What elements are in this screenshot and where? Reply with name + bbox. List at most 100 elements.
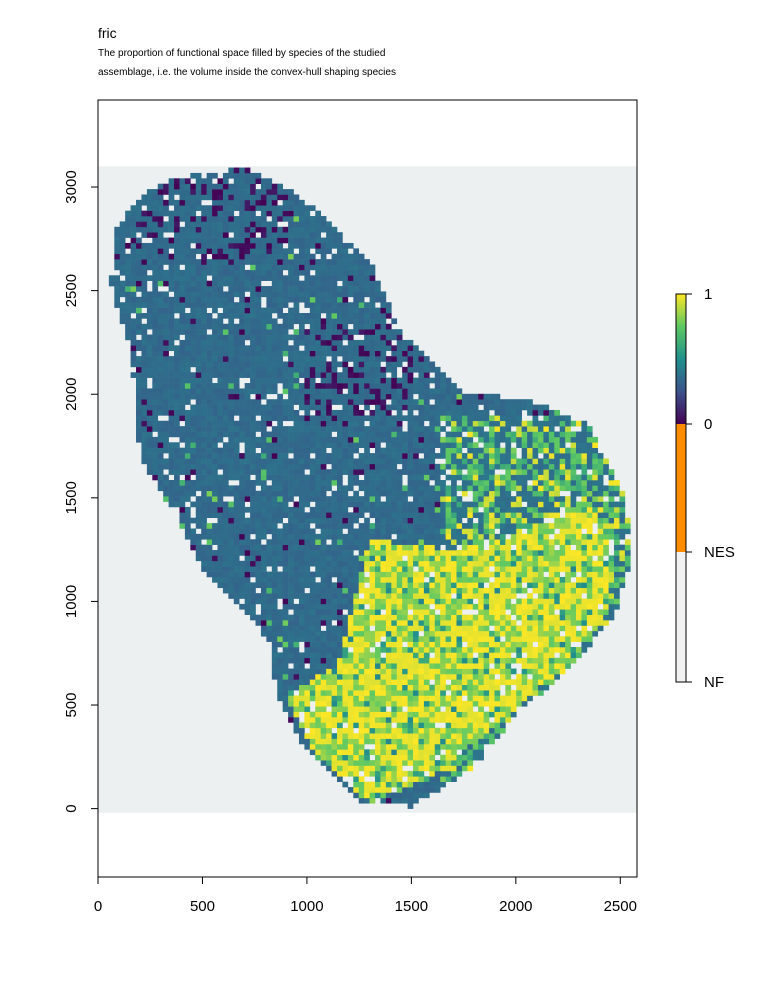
raster-cell bbox=[163, 275, 169, 281]
raster-cell bbox=[239, 593, 245, 599]
raster-cell bbox=[146, 469, 153, 475]
raster-cell bbox=[304, 490, 311, 497]
raster-cell bbox=[407, 722, 414, 729]
raster-cell bbox=[266, 323, 273, 330]
raster-cell bbox=[445, 636, 452, 642]
raster-cell bbox=[201, 544, 207, 551]
raster-cell bbox=[174, 334, 180, 341]
raster-cell bbox=[206, 523, 213, 529]
raster-cell bbox=[331, 760, 338, 766]
raster-cell bbox=[380, 776, 387, 782]
raster-cell bbox=[250, 431, 256, 438]
raster-cell bbox=[331, 722, 338, 729]
raster-cell bbox=[157, 356, 164, 362]
raster-cell bbox=[206, 463, 213, 470]
raster-cell bbox=[347, 641, 354, 648]
raster-cell bbox=[423, 560, 430, 567]
raster-cell bbox=[298, 366, 305, 373]
raster-cell bbox=[184, 345, 191, 352]
raster-cell bbox=[434, 539, 441, 545]
raster-cell bbox=[288, 576, 294, 583]
raster-cell bbox=[391, 706, 398, 712]
raster-cell bbox=[364, 792, 370, 799]
raster-cell bbox=[163, 474, 169, 481]
raster-cell bbox=[342, 296, 349, 303]
raster-cell bbox=[244, 442, 251, 448]
raster-cell bbox=[255, 339, 262, 346]
raster-cell bbox=[136, 199, 142, 206]
raster-cell bbox=[326, 453, 332, 459]
raster-cell bbox=[331, 339, 338, 346]
raster-cell bbox=[429, 539, 436, 545]
raster-cell bbox=[146, 242, 153, 249]
raster-cell bbox=[423, 776, 430, 782]
raster-cell bbox=[451, 490, 457, 497]
raster-cell bbox=[358, 603, 365, 610]
raster-cell bbox=[141, 383, 148, 389]
raster-cell bbox=[385, 743, 392, 750]
raster-cell bbox=[456, 684, 463, 691]
raster-cell bbox=[298, 383, 305, 389]
raster-cell bbox=[222, 199, 229, 206]
raster-cell bbox=[244, 469, 251, 475]
raster-cell bbox=[440, 614, 446, 621]
raster-cell bbox=[445, 512, 452, 519]
raster-cell bbox=[451, 760, 457, 766]
raster-cell bbox=[347, 690, 354, 696]
raster-cell bbox=[152, 426, 159, 432]
raster-cell bbox=[364, 673, 370, 680]
raster-cell bbox=[353, 474, 360, 481]
raster-cell bbox=[413, 474, 419, 481]
raster-cell bbox=[174, 393, 180, 400]
raster-cell bbox=[304, 620, 311, 626]
raster-cell bbox=[157, 334, 164, 341]
raster-cell bbox=[456, 426, 463, 432]
raster-cell bbox=[440, 684, 446, 691]
raster-cell bbox=[456, 727, 463, 734]
raster-cell bbox=[114, 296, 121, 303]
raster-cell bbox=[141, 323, 148, 330]
raster-cell bbox=[375, 663, 381, 669]
raster-cell bbox=[467, 695, 474, 702]
raster-cell bbox=[266, 436, 273, 443]
raster-cell bbox=[423, 517, 430, 524]
raster-cell bbox=[396, 717, 403, 723]
raster-cell bbox=[451, 614, 457, 621]
raster-cell bbox=[391, 523, 398, 529]
raster-cell bbox=[369, 550, 376, 556]
raster-cell bbox=[461, 630, 468, 637]
raster-cell bbox=[146, 221, 153, 228]
raster-cell bbox=[239, 356, 245, 362]
raster-cell bbox=[282, 313, 289, 319]
raster-cell bbox=[201, 356, 207, 362]
raster-cell bbox=[212, 194, 218, 201]
raster-cell bbox=[342, 533, 349, 540]
raster-cell bbox=[326, 501, 332, 508]
raster-cell bbox=[358, 727, 365, 734]
raster-cell bbox=[288, 695, 294, 702]
raster-cell bbox=[402, 636, 408, 642]
raster-cell bbox=[429, 787, 436, 793]
raster-cell bbox=[375, 620, 381, 626]
raster-cell bbox=[456, 647, 463, 653]
raster-cell bbox=[206, 528, 213, 535]
raster-cell bbox=[309, 253, 316, 260]
raster-cell bbox=[331, 307, 338, 314]
raster-cell bbox=[298, 329, 305, 335]
raster-cell bbox=[402, 517, 408, 524]
raster-cell bbox=[130, 350, 137, 357]
raster-cell bbox=[195, 242, 202, 249]
raster-cell bbox=[326, 533, 332, 540]
raster-cell bbox=[380, 555, 387, 562]
raster-cell bbox=[190, 194, 197, 201]
raster-cell bbox=[266, 420, 273, 427]
raster-cell bbox=[179, 296, 186, 303]
raster-cell bbox=[282, 248, 289, 255]
raster-cell bbox=[141, 393, 148, 400]
raster-cell bbox=[244, 447, 251, 454]
raster-cell bbox=[364, 339, 370, 346]
raster-cell bbox=[337, 237, 343, 244]
raster-cell bbox=[114, 232, 121, 238]
raster-cell bbox=[418, 463, 425, 470]
raster-cell bbox=[380, 770, 387, 777]
